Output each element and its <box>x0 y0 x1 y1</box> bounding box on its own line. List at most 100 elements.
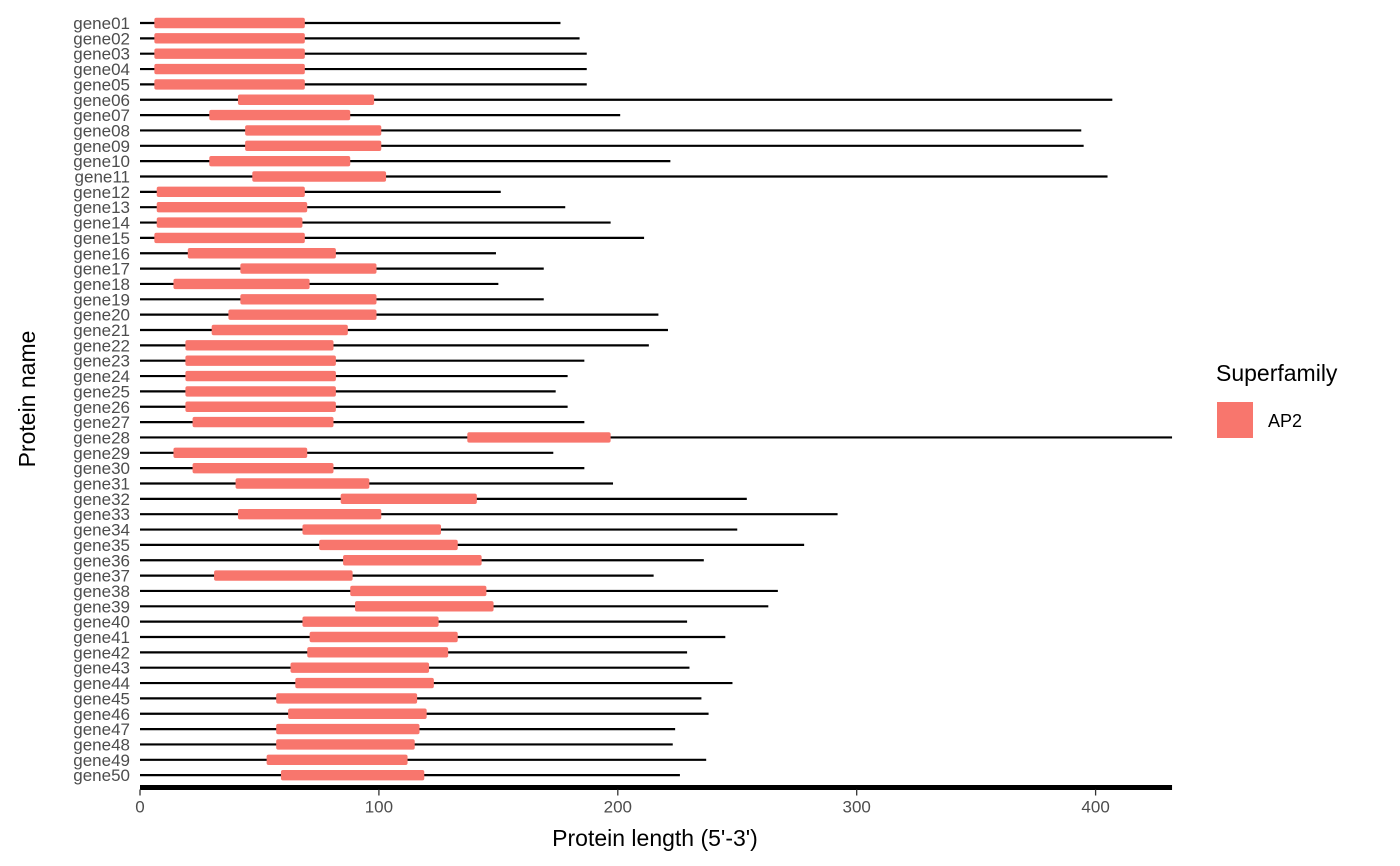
domain-bar-gene14 <box>156 217 303 228</box>
y-tick-label-gene20: gene20 <box>73 306 130 325</box>
y-axis-tick-labels: gene01gene02gene03gene04gene05gene06gene… <box>73 14 130 785</box>
y-tick-label-gene32: gene32 <box>73 490 130 509</box>
y-tick-label-gene05: gene05 <box>73 75 130 94</box>
domain-bar-gene32 <box>340 493 477 505</box>
domain-bar-gene10 <box>209 155 351 167</box>
y-axis-title: Protein name <box>14 331 40 468</box>
y-tick-label-gene23: gene23 <box>73 352 130 371</box>
domain-bar-gene01 <box>154 17 305 29</box>
domain-bar-gene45 <box>276 693 418 704</box>
domain-bar-gene06 <box>237 94 375 105</box>
y-tick-label-gene12: gene12 <box>73 183 130 202</box>
y-tick-label-gene40: gene40 <box>73 613 130 632</box>
y-tick-label-gene50: gene50 <box>73 766 130 785</box>
y-tick-label-gene26: gene26 <box>73 398 130 417</box>
domain-bar-gene46 <box>288 708 427 719</box>
y-tick-label-gene29: gene29 <box>73 444 130 463</box>
domain-bar-gene08 <box>245 125 382 136</box>
domain-bar-gene29 <box>173 447 308 458</box>
x-tick-label-100: 100 <box>365 798 393 817</box>
y-tick-label-gene14: gene14 <box>73 214 130 233</box>
x-axis: 0 100 200 300 400 <box>135 785 1173 817</box>
y-tick-label-gene13: gene13 <box>73 198 130 217</box>
domain-bar-gene30 <box>192 462 334 474</box>
domain-bar-gene21 <box>211 324 348 336</box>
domain-bar-gene17 <box>240 263 377 274</box>
domain-bar-gene33 <box>237 509 382 520</box>
legend-title: Superfamily <box>1216 360 1338 386</box>
y-tick-label-gene36: gene36 <box>73 551 130 570</box>
y-tick-label-gene17: gene17 <box>73 260 130 279</box>
domain-bar-gene18 <box>173 278 310 290</box>
y-tick-label-gene33: gene33 <box>73 505 130 524</box>
x-tick-label-300: 300 <box>843 798 871 817</box>
y-tick-label-gene21: gene21 <box>73 321 130 340</box>
domain-bar-gene24 <box>185 370 336 382</box>
y-tick-label-gene34: gene34 <box>73 521 130 540</box>
domain-bar-gene12 <box>156 186 305 198</box>
y-tick-label-gene18: gene18 <box>73 275 130 294</box>
x-axis-title: Protein length (5'-3') <box>552 825 758 851</box>
domain-bar-gene36 <box>343 555 482 566</box>
domain-bar-gene40 <box>302 616 439 627</box>
y-tick-label-gene41: gene41 <box>73 628 130 647</box>
x-tick-label-0: 0 <box>135 798 144 817</box>
domain-bar-gene31 <box>235 478 370 489</box>
y-tick-label-gene28: gene28 <box>73 428 130 447</box>
y-tick-label-gene04: gene04 <box>73 60 130 79</box>
y-tick-label-gene11: gene11 <box>75 168 130 187</box>
y-tick-label-gene25: gene25 <box>73 382 130 401</box>
domain-bar-gene27 <box>192 416 334 428</box>
y-tick-label-gene07: gene07 <box>73 106 130 125</box>
domain-bar-gene11 <box>252 171 387 182</box>
y-tick-label-gene45: gene45 <box>73 689 130 708</box>
y-tick-label-gene27: gene27 <box>73 413 130 432</box>
y-tick-label-gene35: gene35 <box>73 536 130 555</box>
x-tick-label-400: 400 <box>1081 798 1109 817</box>
plot-area <box>140 17 1173 781</box>
y-tick-label-gene06: gene06 <box>73 91 130 110</box>
y-tick-label-gene47: gene47 <box>73 720 130 739</box>
legend-label-ap2: AP2 <box>1268 411 1302 431</box>
domain-bar-gene15 <box>154 232 305 244</box>
y-tick-label-gene10: gene10 <box>73 152 130 171</box>
y-tick-label-gene02: gene02 <box>73 29 130 48</box>
domain-bar-gene38 <box>350 585 487 597</box>
domain-bar-gene42 <box>307 647 449 658</box>
domain-bar-gene43 <box>290 662 430 673</box>
y-tick-label-gene08: gene08 <box>73 121 130 140</box>
legend: Superfamily AP2 <box>1216 360 1338 438</box>
domain-bar-gene03 <box>154 48 305 59</box>
y-tick-label-gene44: gene44 <box>73 674 130 693</box>
y-tick-label-gene24: gene24 <box>73 367 130 386</box>
domain-bar-gene41 <box>309 631 458 643</box>
y-tick-label-gene38: gene38 <box>73 582 130 601</box>
domain-bar-gene25 <box>185 386 336 397</box>
x-tick-label-200: 200 <box>604 798 632 817</box>
domain-bar-gene20 <box>228 309 377 320</box>
y-tick-label-gene46: gene46 <box>73 705 130 724</box>
y-tick-label-gene16: gene16 <box>73 244 130 263</box>
y-tick-label-gene42: gene42 <box>73 643 130 662</box>
y-tick-label-gene31: gene31 <box>73 475 130 494</box>
domain-bar-gene48 <box>276 739 415 750</box>
y-tick-label-gene03: gene03 <box>73 45 130 64</box>
domain-bar-gene23 <box>185 355 336 366</box>
domain-bar-gene34 <box>302 524 442 535</box>
domain-bar-gene09 <box>245 140 382 151</box>
domain-bar-gene04 <box>154 63 305 75</box>
domain-bar-gene50 <box>280 769 425 781</box>
legend-key-ap2 <box>1217 402 1253 438</box>
y-tick-label-gene30: gene30 <box>73 459 130 478</box>
domain-bar-gene16 <box>187 248 336 259</box>
domain-bar-gene47 <box>276 723 420 735</box>
y-tick-label-gene19: gene19 <box>73 290 130 309</box>
domain-bar-gene22 <box>185 340 334 351</box>
domain-bar-gene02 <box>154 33 305 44</box>
domain-bar-gene44 <box>295 677 434 689</box>
domain-bar-gene39 <box>355 601 494 612</box>
domain-bar-gene26 <box>185 401 336 412</box>
domain-bar-gene28 <box>467 432 611 443</box>
domain-bar-gene05 <box>154 79 305 90</box>
